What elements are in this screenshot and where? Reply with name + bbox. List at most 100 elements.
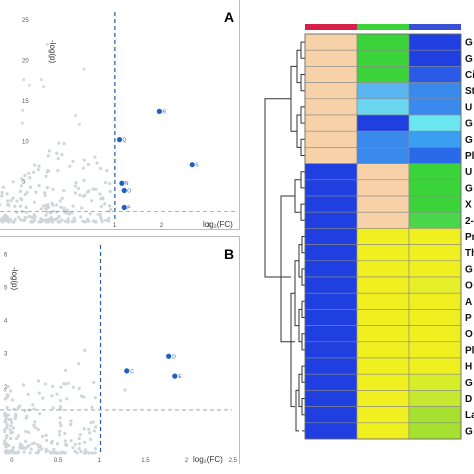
background-point-a (93, 220, 97, 224)
background-point-b (77, 447, 81, 451)
background-point-a (0, 194, 4, 198)
background-point-b (69, 419, 73, 423)
background-point-b (80, 394, 84, 398)
background-point-a (0, 190, 4, 195)
background-point-a (5, 192, 9, 196)
background-point-b (3, 439, 7, 443)
background-point-b (71, 385, 75, 389)
heatmap-cell (356, 341, 410, 359)
background-point-a (11, 196, 15, 200)
background-point-a (73, 219, 77, 223)
heatmap-cell (356, 373, 410, 391)
background-point-a (6, 199, 10, 203)
dendrogram-branch (280, 195, 295, 343)
heatmap-cell (304, 147, 358, 164)
dendrogram-branch (301, 236, 305, 254)
background-point-a (46, 205, 51, 209)
highlighted-points-a: R Q S NO P (116, 108, 199, 211)
background-point-a (44, 207, 48, 211)
background-point-a (108, 189, 112, 193)
background-point-a (55, 203, 59, 207)
background-point-b (21, 383, 26, 387)
background-point-b (62, 381, 66, 386)
x-tick-a: 3 (207, 223, 211, 229)
background-point-a (60, 153, 64, 157)
background-point-a (32, 213, 36, 217)
point-label-b: C (130, 369, 134, 375)
background-point-b (4, 397, 8, 401)
heatmap-cell (356, 114, 410, 132)
heatmap-cell (408, 341, 462, 359)
background-point-b (73, 442, 77, 447)
background-point-b (4, 449, 9, 453)
background-point-b (3, 430, 7, 434)
background-point-b (51, 406, 55, 410)
background-point-a (54, 217, 58, 222)
background-point-b (63, 431, 67, 436)
x-tick-b: 2.5 (229, 458, 238, 464)
background-point-b (27, 430, 31, 434)
background-point-b (44, 447, 48, 451)
background-point-a (101, 196, 105, 200)
dendrogram-branch (300, 203, 305, 221)
background-point-a (19, 184, 24, 188)
background-point-b (18, 443, 22, 448)
heatmap-cell (356, 244, 410, 262)
background-point-a (72, 216, 76, 220)
background-point-b (14, 412, 18, 416)
heatmap-cell (356, 179, 410, 197)
background-point-a (29, 219, 34, 223)
background-point-a (9, 198, 13, 203)
heatmap-cell (356, 82, 410, 100)
background-point-b (23, 408, 27, 413)
background-point-a (45, 186, 50, 190)
background-point-a (71, 204, 75, 208)
background-point-b (59, 385, 63, 389)
background-point-a (94, 187, 98, 191)
background-point-b (94, 425, 98, 429)
highlighted-point-b (172, 373, 178, 379)
background-point-a (82, 178, 86, 182)
y-tick-a: 15 (22, 99, 29, 105)
background-point-a (95, 161, 99, 165)
background-point-b (57, 433, 62, 437)
background-point-b (89, 437, 93, 441)
heatmap-row-label: Th (465, 248, 474, 259)
heatmap-row-label: G (465, 54, 473, 65)
heatmap-row-label: G (465, 38, 473, 49)
background-point-b (44, 433, 48, 437)
background-point-b (83, 348, 87, 352)
heatmap-cell (356, 357, 410, 375)
dendrogram-branch (300, 106, 305, 124)
heatmap-cell (408, 66, 462, 83)
background-point-b (123, 388, 127, 392)
background-point-b (71, 445, 75, 450)
background-point-a (82, 158, 86, 162)
background-point-a (49, 215, 53, 220)
heatmap-cell (304, 195, 358, 213)
background-point-a (49, 211, 53, 215)
background-point-a (28, 176, 32, 180)
heatmap-row-label: U (465, 167, 472, 178)
dendrogram-branch (296, 114, 301, 148)
heatmap-cell (356, 406, 410, 424)
background-point-a (23, 192, 27, 197)
heatmap-cell (408, 325, 462, 343)
heatmap-header (305, 24, 461, 30)
background-point-a (107, 209, 111, 213)
background-point-b (32, 441, 37, 445)
heatmap-cell (304, 163, 358, 181)
dendrogram-branch (301, 365, 305, 383)
background-point-a (46, 154, 50, 158)
heatmap-row-label: U (465, 102, 472, 113)
background-point-a (36, 168, 41, 172)
background-point-a (103, 180, 107, 185)
heatmap-cell (356, 260, 410, 278)
heatmap-cell (356, 49, 410, 67)
background-point-a (51, 203, 55, 207)
y-tick-b: 5 (4, 285, 8, 291)
background-point-a (55, 210, 59, 214)
background-point-a (45, 210, 49, 214)
background-point-b (92, 380, 96, 385)
